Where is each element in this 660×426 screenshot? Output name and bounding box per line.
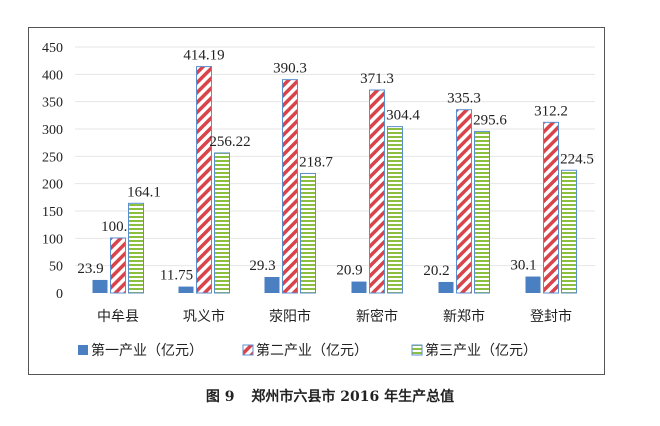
- x-tick-label: 巩义市: [183, 308, 225, 325]
- bar-3-巩义市: [214, 152, 230, 294]
- y-tick-label: 0: [56, 287, 63, 302]
- data-label: 30.1: [510, 258, 536, 274]
- x-tick-label: 荥阳市: [269, 308, 311, 325]
- y-tick-label: 250: [42, 150, 63, 165]
- bar-3-新郑市: [474, 130, 490, 294]
- bar-1-登封市: [525, 276, 541, 293]
- bar-2-新郑市: [456, 109, 472, 294]
- data-label: 224.5: [560, 151, 594, 167]
- legend-swatch-3: [411, 344, 423, 356]
- data-label: 20.9: [336, 263, 362, 279]
- bar-1-巩义市: [178, 286, 194, 293]
- data-label: 100.7: [101, 219, 135, 235]
- data-label: 29.3: [249, 258, 275, 274]
- legend-swatch-1: [78, 345, 88, 355]
- data-label: 164.1: [127, 184, 161, 200]
- y-tick-label: 400: [42, 68, 63, 83]
- data-label: 11.75: [160, 268, 193, 284]
- y-tick-label: 300: [42, 123, 63, 138]
- data-label: 371.3: [360, 71, 394, 87]
- bar-1-新密市: [351, 281, 367, 293]
- bar-2-巩义市: [196, 66, 212, 294]
- bar-3-中牟县: [128, 202, 144, 294]
- bar-3-荥阳市: [300, 172, 316, 294]
- data-label: 256.22: [209, 134, 250, 150]
- bar-1-荥阳市: [264, 276, 280, 293]
- bar-3-新密市: [387, 126, 403, 294]
- bar-2-荥阳市: [282, 79, 298, 294]
- y-tick-label: 50: [49, 260, 63, 275]
- data-label: 335.3: [447, 91, 481, 107]
- data-label: 312.2: [534, 103, 568, 119]
- x-tick-label: 中牟县: [97, 309, 139, 325]
- figure-number: 图 9: [205, 389, 235, 405]
- data-label: 218.7: [299, 154, 333, 170]
- y-tick-label: 100: [42, 232, 63, 247]
- data-label: 390.3: [273, 61, 307, 77]
- data-label: 304.4: [386, 108, 420, 124]
- bar-2-新密市: [369, 89, 385, 294]
- legend-label-1: 第一产业（亿元）: [91, 342, 203, 359]
- bar-1-中牟县: [92, 279, 108, 293]
- bar-3-登封市: [561, 169, 577, 294]
- bar-1-新郑市: [438, 281, 454, 293]
- x-tick-label: 新郑市: [443, 308, 485, 325]
- y-tick-label: 200: [42, 178, 63, 193]
- legend-label-2: 第二产业（亿元）: [256, 342, 368, 359]
- data-label: 295.6: [473, 112, 507, 128]
- y-tick-label: 350: [42, 96, 63, 111]
- chart-frame: [28, 27, 605, 375]
- y-tick-label: 150: [42, 205, 63, 220]
- x-tick-label: 登封市: [530, 308, 572, 325]
- bar-2-登封市: [543, 121, 559, 294]
- x-tick-label: 新密市: [356, 308, 398, 325]
- data-label: 20.2: [423, 263, 449, 279]
- figure-title: 郑州市六县市 2016 年生产总值: [251, 389, 455, 405]
- y-tick-label: 450: [42, 41, 63, 56]
- legend-swatch-2: [242, 344, 254, 356]
- legend-label-3: 第三产业（亿元）: [425, 342, 537, 359]
- bar-2-中牟县: [110, 237, 126, 294]
- data-label: 23.9: [77, 261, 103, 277]
- figure-caption: 图 9 郑州市六县市 2016 年生产总值: [0, 386, 660, 406]
- data-label: 414.19: [183, 48, 224, 64]
